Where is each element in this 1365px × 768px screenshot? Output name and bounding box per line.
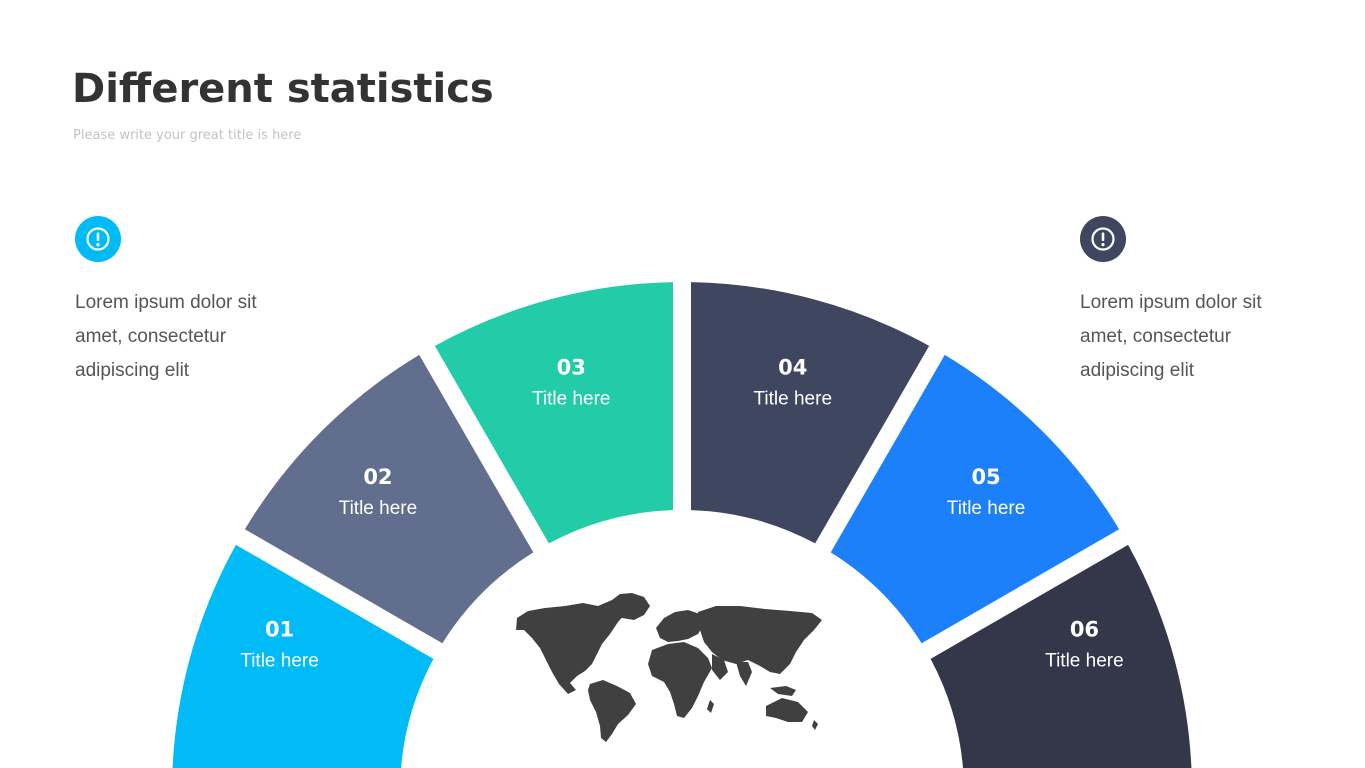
left-exclamation-icon (75, 216, 121, 262)
segment-shape-01 (172, 544, 434, 768)
segment-shape-02 (244, 354, 534, 644)
segment-shape-03 (434, 282, 674, 544)
segment-01: 01 Title here (172, 544, 434, 768)
right-note-text: Lorem ipsum dolor sit amet, consectetur … (1080, 292, 1262, 381)
page-subtitle: Please write your great title is here (73, 128, 302, 143)
world-map-icon (516, 593, 822, 742)
segment-06: 06 Title here (930, 544, 1192, 768)
segment-05: 05 Title here (830, 354, 1120, 644)
segment-number: 05 (971, 465, 1000, 489)
segment-number: 03 (557, 356, 586, 380)
segment-number: 04 (778, 356, 807, 380)
segment-02: 02 Title here (244, 354, 534, 644)
segment-number: 01 (265, 618, 294, 642)
segment-shape-04 (690, 282, 930, 544)
exclamation-circle-icon (1091, 227, 1115, 251)
right-exclamation-icon (1080, 216, 1126, 262)
segment-label: Title here (754, 389, 833, 410)
page-title: Different statistics (72, 66, 494, 112)
exclamation-circle-icon (86, 227, 110, 251)
segment-label: Title here (240, 651, 319, 672)
segment-label: Title here (947, 498, 1026, 519)
left-note-text: Lorem ipsum dolor sit amet, consectetur … (75, 292, 257, 381)
segments-layer: 01 Title here 02 Title here 03 Title here 04 Ti… (172, 282, 1192, 768)
segment-04: 04 Title here (690, 282, 930, 544)
segment-number: 02 (363, 465, 392, 489)
segment-shape-05 (830, 354, 1120, 644)
segment-03: 03 Title here (434, 282, 674, 544)
segment-label: Title here (339, 498, 418, 519)
segment-number: 06 (1070, 618, 1099, 642)
segment-label: Title here (532, 389, 611, 410)
segment-label: Title here (1045, 651, 1124, 672)
segment-shape-06 (930, 544, 1192, 768)
